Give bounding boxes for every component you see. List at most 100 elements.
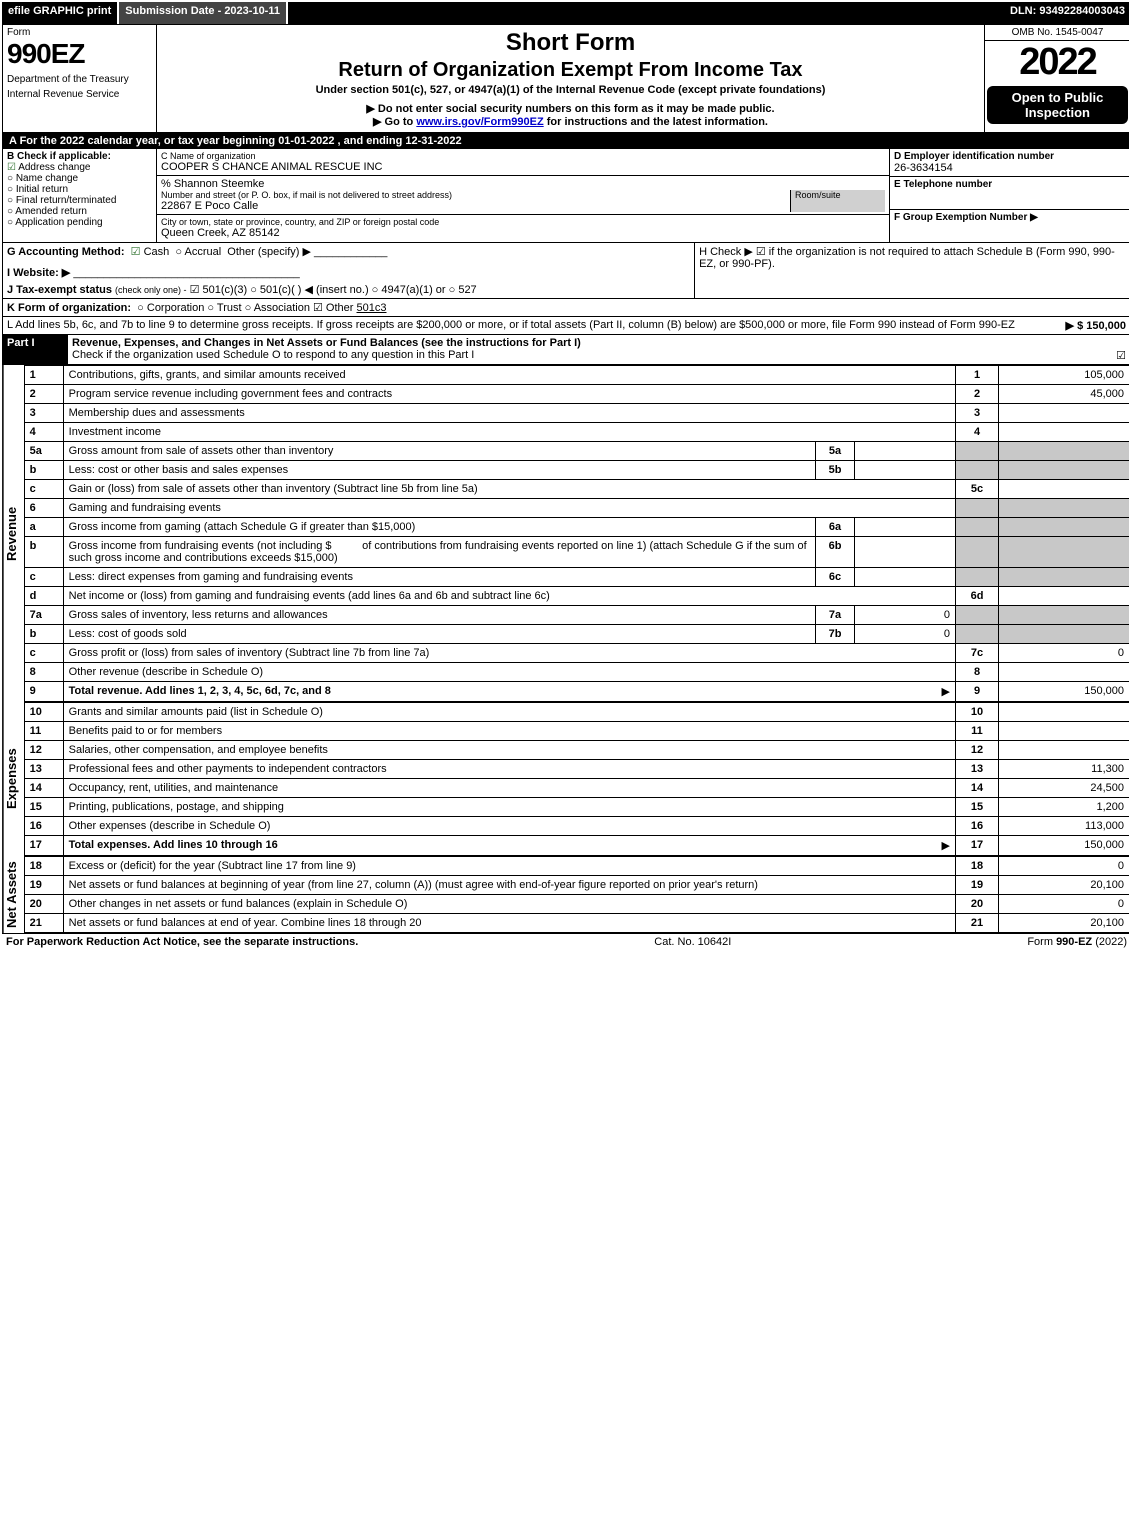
line-6: 6 Gaming and fundraising events: [24, 499, 1129, 518]
chk-amended-return[interactable]: Amended return: [7, 206, 152, 217]
l6a-sublbl: 6a: [816, 518, 855, 537]
l14-amt: 24,500: [999, 779, 1129, 798]
box-j-opts[interactable]: ☑ 501(c)(3) ○ 501(c)( ) ◀ (insert no.) ○…: [190, 284, 477, 296]
line-16: 16 Other expenses (describe in Schedule …: [24, 817, 1129, 836]
l3-desc: Membership dues and assessments: [69, 407, 245, 419]
l13-amt: 11,300: [999, 760, 1129, 779]
box-g-label: G Accounting Method:: [7, 246, 125, 258]
dept-treasury: Department of the Treasury: [7, 74, 152, 85]
line-6a: a Gross income from gaming (attach Sched…: [24, 518, 1129, 537]
chk-address-change[interactable]: Address change: [7, 162, 152, 173]
box-b-title: B Check if applicable:: [7, 151, 111, 162]
revenue-table: 1 Contributions, gifts, grants, and simi…: [24, 365, 1129, 702]
dept-irs: Internal Revenue Service: [7, 89, 152, 100]
chk-application-pending[interactable]: Application pending: [7, 217, 152, 228]
room-label: Room/suite: [795, 190, 885, 200]
l5c-num: c: [24, 480, 63, 499]
l2-desc: Program service revenue including govern…: [69, 388, 392, 400]
netassets-table: 18 Excess or (deficit) for the year (Sub…: [24, 856, 1129, 933]
accounting-accrual[interactable]: Accrual: [175, 246, 221, 258]
l6b-subamt: [855, 537, 956, 568]
box-k-opts[interactable]: ○ Corporation ○ Trust ○ Association ☑ Ot…: [137, 302, 353, 314]
l10-desc: Grants and similar amounts paid (list in…: [69, 706, 323, 718]
l8-desc: Other revenue (describe in Schedule O): [69, 666, 263, 678]
l14-num: 14: [24, 779, 63, 798]
l4-col: 4: [956, 423, 999, 442]
entity-grid: B Check if applicable: Address change Na…: [3, 149, 1129, 243]
care-of: % Shannon Steemke: [161, 178, 885, 190]
org-name: COOPER S CHANCE ANIMAL RESCUE INC: [161, 161, 885, 173]
l12-desc: Salaries, other compensation, and employ…: [69, 744, 328, 756]
l3-col: 3: [956, 404, 999, 423]
l4-num: 4: [24, 423, 63, 442]
chk-name-change[interactable]: Name change: [7, 173, 152, 184]
irs-link[interactable]: www.irs.gov/Form990EZ: [416, 116, 543, 128]
street-label: Number and street (or P. O. box, if mail…: [161, 190, 790, 200]
l7b-sublbl: 7b: [816, 625, 855, 644]
l7b-num: b: [24, 625, 63, 644]
line-14: 14 Occupancy, rent, utilities, and maint…: [24, 779, 1129, 798]
l14-col: 14: [956, 779, 999, 798]
l6c-subamt: [855, 568, 956, 587]
l1-desc: Contributions, gifts, grants, and simila…: [69, 369, 346, 381]
l16-desc: Other expenses (describe in Schedule O): [69, 820, 271, 832]
tax-year: 2022: [985, 41, 1129, 84]
l7a-desc: Gross sales of inventory, less returns a…: [69, 609, 328, 621]
part1-check[interactable]: ☑: [1116, 349, 1126, 362]
part1-title: Revenue, Expenses, and Changes in Net As…: [72, 337, 581, 349]
expenses-table: 10 Grants and similar amounts paid (list…: [24, 702, 1129, 856]
line-13: 13 Professional fees and other payments …: [24, 760, 1129, 779]
expenses-label: Expenses: [3, 702, 24, 856]
l15-desc: Printing, publications, postage, and shi…: [69, 801, 284, 813]
l15-amt: 1,200: [999, 798, 1129, 817]
accounting-other[interactable]: Other (specify) ▶: [227, 246, 311, 258]
footer-mid: Cat. No. 10642I: [654, 936, 731, 948]
l8-amt: [999, 663, 1129, 682]
open-public-badge: Open to Public Inspection: [987, 86, 1128, 124]
l7c-desc: Gross profit or (loss) from sales of inv…: [69, 647, 430, 659]
l19-col: 19: [956, 876, 999, 895]
line-8: 8 Other revenue (describe in Schedule O)…: [24, 663, 1129, 682]
netassets-label: Net Assets: [3, 856, 24, 933]
part1-header: Part I Revenue, Expenses, and Changes in…: [3, 335, 1129, 365]
expenses-section: Expenses 10 Grants and similar amounts p…: [3, 702, 1129, 856]
form-container: Form 990EZ Department of the Treasury In…: [2, 24, 1129, 934]
l2-num: 2: [24, 385, 63, 404]
l11-desc: Benefits paid to or for members: [69, 725, 222, 737]
l16-amt: 113,000: [999, 817, 1129, 836]
l6-desc: Gaming and fundraising events: [69, 502, 221, 514]
box-b: B Check if applicable: Address change Na…: [3, 149, 157, 242]
l13-desc: Professional fees and other payments to …: [69, 763, 387, 775]
line-15: 15 Printing, publications, postage, and …: [24, 798, 1129, 817]
l4-amt: [999, 423, 1129, 442]
part1-label: Part I: [3, 335, 68, 364]
l6b-num: b: [24, 537, 63, 568]
l5a-subamt: [855, 442, 956, 461]
line-6b: b Gross income from fundraising events (…: [24, 537, 1129, 568]
l5c-col: 5c: [956, 480, 999, 499]
l5b-sublbl: 5b: [816, 461, 855, 480]
l6-num: 6: [24, 499, 63, 518]
box-l-amount: ▶ $ 150,000: [1066, 320, 1126, 332]
l5b-subamt: [855, 461, 956, 480]
l15-col: 15: [956, 798, 999, 817]
line-a: A For the 2022 calendar year, or tax yea…: [3, 133, 1129, 149]
chk-final-return[interactable]: Final return/terminated: [7, 195, 152, 206]
l3-num: 3: [24, 404, 63, 423]
efile-label[interactable]: efile GRAPHIC print: [2, 2, 119, 24]
l9-amt: 150,000: [999, 682, 1129, 702]
l6b-desc1: Gross income from fundraising events (no…: [69, 540, 332, 552]
l21-amt: 20,100: [999, 914, 1129, 933]
chk-initial-return[interactable]: Initial return: [7, 184, 152, 195]
line-7a: 7a Gross sales of inventory, less return…: [24, 606, 1129, 625]
l16-num: 16: [24, 817, 63, 836]
goto-suffix: for instructions and the latest informat…: [544, 116, 768, 128]
l1-num: 1: [24, 366, 63, 385]
l11-num: 11: [24, 722, 63, 741]
box-d-label: D Employer identification number: [894, 151, 1054, 162]
l5a-desc: Gross amount from sale of assets other t…: [69, 445, 334, 457]
l21-desc: Net assets or fund balances at end of ye…: [69, 917, 422, 929]
accounting-cash[interactable]: Cash: [131, 246, 170, 258]
line-5b: b Less: cost or other basis and sales ex…: [24, 461, 1129, 480]
l7b-desc: Less: cost of goods sold: [69, 628, 187, 640]
